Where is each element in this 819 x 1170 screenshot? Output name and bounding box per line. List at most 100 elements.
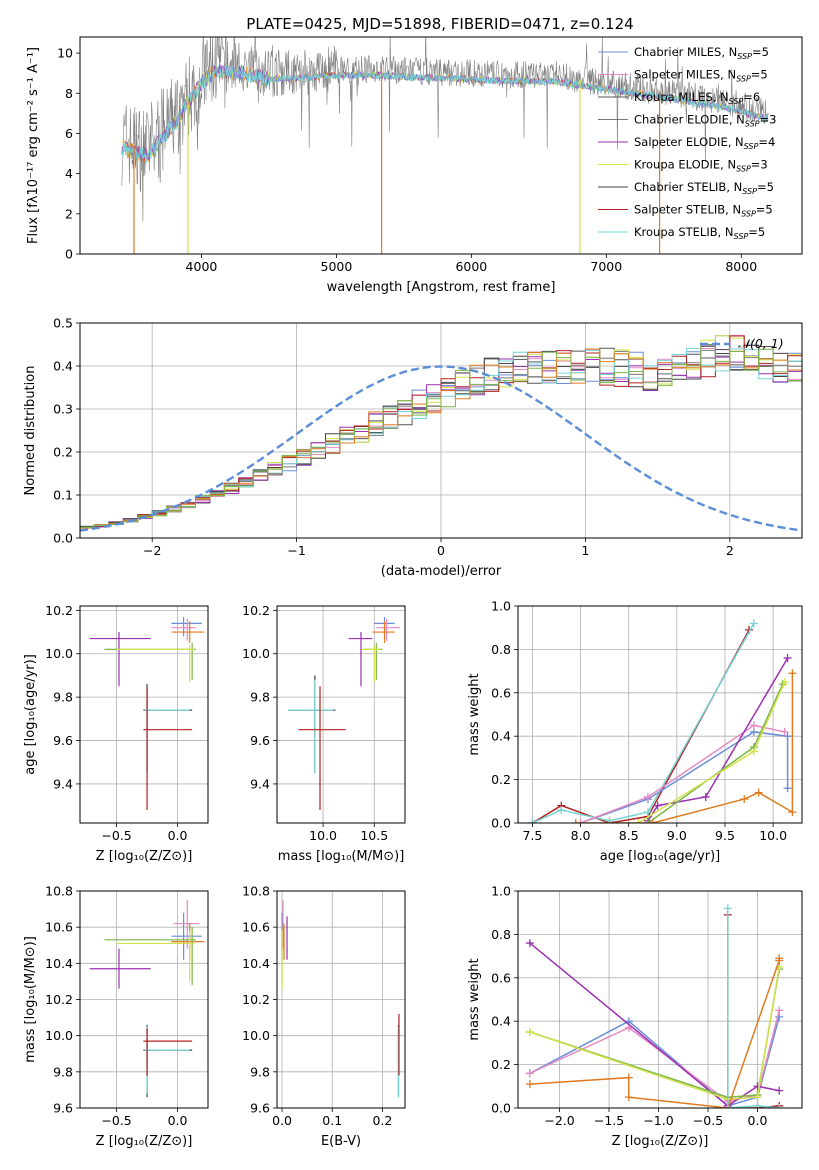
y-axis-label: Flux [fλ10⁻¹⁷ erg cm⁻² s⁻¹ A⁻¹]: [26, 47, 41, 244]
histogram-step: [80, 343, 802, 528]
series-marker: [754, 788, 763, 797]
x-tick-label: 10.0: [309, 828, 337, 843]
legend-label: Chabrier ELODIE, NSSP=3: [634, 113, 776, 129]
y-tick-label: 10.2: [45, 603, 73, 618]
y-axis-label: mass weight: [467, 673, 482, 755]
chart-spectrum: 4000 5000 6000 7000 8000 0 2 4 6 8 10 wavelength [A…: [26, 36, 803, 295]
y-tick-label: 10.6: [45, 920, 73, 935]
data-point: [361, 645, 381, 682]
data-point: [143, 1028, 193, 1076]
y-tick-label: 10.0: [242, 1028, 270, 1043]
chart-mass-vs-Z: −0.5 0.0 9.6 9.8 10.0 10.2 10.4 10.6 10.8 Z [log₁…: [23, 884, 209, 1149]
x-axis-label: Z [log₁₀(Z/Z⊙)]: [96, 849, 193, 864]
x-tick-label: 10.5: [360, 828, 388, 843]
series-line: [525, 954, 784, 1108]
y-tick-label: 9.8: [53, 1064, 73, 1079]
x-axis-label: Z [log₁₀(Z/Z⊙)]: [96, 1134, 193, 1149]
x-tick-label: 7.5: [522, 828, 542, 843]
series-marker: [783, 654, 792, 663]
data-point: [143, 686, 193, 810]
y-tick-label: 0: [65, 247, 73, 262]
y-tick-label: 9.8: [53, 690, 73, 705]
y-tick-label: 9.8: [250, 690, 270, 705]
series-path: [529, 966, 780, 1101]
series-marker: [624, 1073, 633, 1082]
data-point: [376, 619, 400, 641]
series-path: [727, 908, 780, 1108]
y-tick-label: 0.6: [491, 685, 511, 700]
y-tick-label: 10.2: [242, 603, 270, 618]
series-marker: [780, 677, 789, 686]
series-path: [532, 629, 750, 823]
x-axis-label: wavelength [Angstrom, rest frame]: [327, 280, 556, 295]
y-tick-label: 6: [65, 126, 73, 141]
series-marker: [723, 904, 732, 913]
series-marker: [653, 801, 662, 810]
y-tick-label: 10.2: [242, 992, 270, 1007]
series-marker: [753, 1093, 762, 1102]
y-tick-label: 2: [65, 206, 73, 221]
chart-age-vs-Z: −0.5 0.0 9.4 9.6 9.8 10.0 10.2 Z [log₁₀(Z/Z⊙)] a…: [23, 603, 209, 864]
points: [89, 900, 205, 1098]
x-tick-label: 8.0: [571, 828, 591, 843]
y-axis-label: mass [log₁₀(M/M⊙)]: [23, 936, 38, 1063]
points: [89, 616, 205, 810]
series-marker: [740, 795, 749, 804]
x-tick-label: 0.0: [168, 1113, 188, 1128]
x-tick-label: −0.5: [101, 828, 131, 843]
histograms: [80, 334, 802, 532]
data-point: [104, 927, 196, 986]
y-axis-label: Normed distribution: [23, 366, 38, 496]
y-tick-label: 10.4: [45, 956, 73, 971]
x-axis-label: (data-model)/error: [381, 564, 502, 579]
x-axis-label: E(B-V): [321, 1134, 361, 1149]
x-tick-label: 4000: [186, 259, 218, 274]
x-tick-label: −1.5: [594, 1113, 624, 1128]
y-tick-label: 0.4: [491, 729, 511, 744]
x-tick-label: 6000: [455, 259, 487, 274]
x-tick-label: 0.1: [322, 1113, 342, 1128]
y-tick-label: 10.0: [45, 1028, 73, 1043]
data-point: [116, 645, 195, 682]
series: [525, 904, 784, 1108]
series-marker: [775, 1006, 784, 1015]
legend-label: 𝒩(0, 1): [738, 336, 784, 351]
data-point: [171, 912, 202, 960]
y-tick-label: 4: [65, 166, 73, 181]
y-tick-label: 9.8: [250, 1064, 270, 1079]
y-tick-label: 10.6: [242, 920, 270, 935]
series-marker: [643, 792, 652, 801]
y-tick-label: 9.6: [250, 1101, 270, 1116]
y-axis-label: age [log₁₀(age/yr)]: [23, 654, 38, 775]
axes-frame: [276, 890, 406, 1109]
y-tick-label: 0.8: [491, 642, 511, 657]
points: [281, 900, 400, 1098]
series-marker: [783, 732, 792, 741]
data-point: [171, 616, 202, 637]
chart-massweight-vs-age: 7.5 8.0 8.5 9.0 9.5 10.0 0.0 0.2 0.4 0.6 0.8 1.0 age…: [467, 599, 803, 864]
x-axis-label: mass [log₁₀(M/M⊙)]: [278, 849, 405, 864]
y-axis-label: mass weight: [467, 958, 482, 1040]
x-tick-label: 0.0: [748, 1113, 768, 1128]
data-point: [173, 900, 200, 949]
axes-frame: [79, 605, 209, 824]
series-marker: [788, 808, 797, 817]
x-tick-label: −2.0: [544, 1113, 574, 1128]
y-tick-label: 0.2: [53, 445, 73, 460]
series-marker: [634, 819, 643, 823]
series-marker: [557, 805, 566, 814]
series-marker: [525, 1069, 534, 1078]
y-tick-label: 10: [57, 46, 73, 61]
series-marker: [643, 808, 652, 817]
series-marker: [571, 819, 580, 823]
y-tick-label: 0.2: [491, 772, 511, 787]
series-marker: [783, 784, 792, 793]
x-tick-label: −1: [287, 543, 305, 558]
x-axis-label: Z [log₁₀(Z/Z⊙)]: [612, 1134, 709, 1149]
x-tick-label: −0.5: [693, 1113, 723, 1128]
chart-age-vs-mass: 10.0 10.5 9.4 9.6 9.8 10.0 10.2 mass [log₁₀(M/M…: [242, 603, 406, 864]
y-tick-label: 0.2: [491, 1057, 511, 1072]
legend: 𝒩(0, 1): [700, 336, 784, 351]
